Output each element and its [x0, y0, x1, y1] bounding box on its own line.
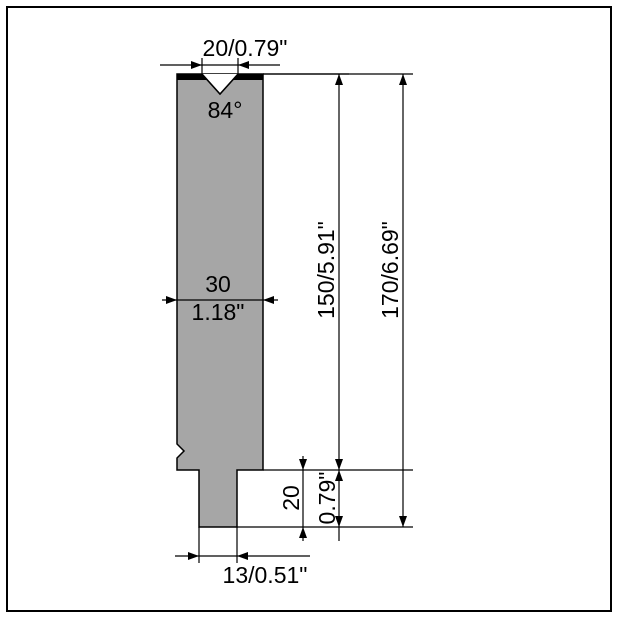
arrow-width-right [263, 296, 274, 304]
dim-body-width-mm: 30 [205, 271, 231, 297]
dim-stem-height-mm-label: 20 [278, 485, 304, 511]
dim-angle-label: 84° [208, 97, 243, 123]
dim-top-opening-label: 20/0.79" [203, 35, 288, 61]
arrow-stem-w-left [188, 552, 199, 560]
arrow-h150-bot [335, 459, 343, 470]
dim-stem-height-in: 0.79" [314, 470, 343, 541]
arrow-stem-mm-top [299, 459, 307, 470]
arrow-h170-top [399, 74, 407, 85]
arrow-stem-w-right [237, 552, 248, 560]
arrow-top-right [238, 61, 249, 69]
dim-stem-width: 13/0.51" [175, 527, 310, 588]
frame-border [7, 7, 611, 611]
arrow-h150-top [335, 74, 343, 85]
dim-angle: 84° [208, 97, 243, 123]
dim-stem-width-label: 13/0.51" [223, 562, 308, 588]
dim-body-width-in: 1.18" [192, 299, 245, 325]
arrow-stem-mm-bot [299, 527, 307, 538]
dim-height-total-label: 170/6.69" [377, 221, 403, 319]
dim-top-opening: 20/0.79" [160, 35, 287, 74]
dim-stem-height-in-label: 0.79" [314, 472, 340, 525]
arrow-top-left [191, 61, 202, 69]
arrow-width-left [166, 296, 177, 304]
arrow-h170-bot [399, 516, 407, 527]
dim-stem-height-mm: 20 [278, 456, 307, 541]
dim-height-upper-label: 150/5.91" [313, 221, 339, 319]
